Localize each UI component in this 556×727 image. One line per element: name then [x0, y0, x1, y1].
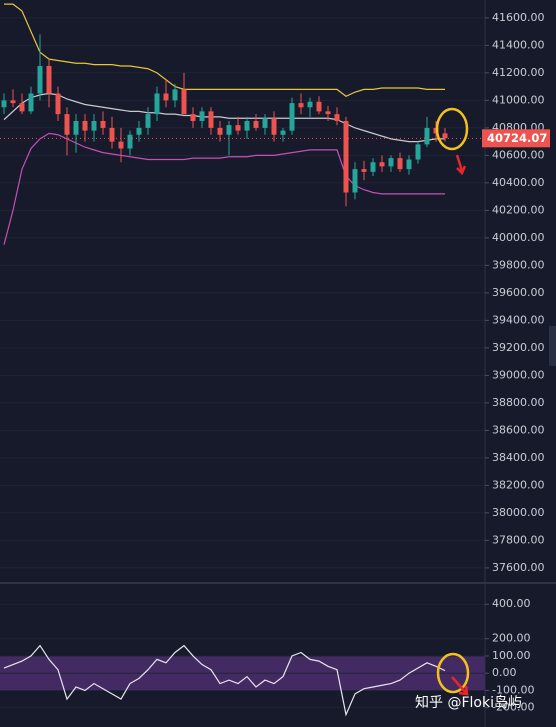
y-tick-label: 37600.00 — [492, 561, 545, 574]
y-tick-label: 37800.00 — [492, 533, 545, 546]
candle-body — [118, 141, 124, 149]
candle-body — [10, 100, 16, 104]
y-tick-label: 41600.00 — [492, 11, 545, 24]
candle-body — [199, 111, 205, 121]
y-tick-label: 41400.00 — [492, 38, 545, 51]
candle-body — [136, 127, 142, 135]
marks — [0, 3, 485, 717]
last-price-tag — [482, 129, 550, 148]
candle-body — [244, 121, 250, 131]
candle-body — [91, 121, 97, 131]
candle-body — [334, 114, 340, 121]
highlight-circle — [436, 652, 470, 694]
line — [3, 132, 445, 245]
y-tick-label: 38800.00 — [492, 396, 545, 409]
candle-body — [154, 93, 160, 115]
y-tick-label: 38400.00 — [492, 451, 545, 464]
y-tick-label: 200.00 — [492, 632, 531, 645]
candle-body — [37, 66, 43, 94]
y-tick-label: 39800.00 — [492, 258, 545, 271]
candle-body — [145, 114, 151, 128]
candle-body — [352, 169, 358, 193]
candle-body — [307, 101, 313, 108]
candle-body — [226, 125, 232, 135]
arrow — [451, 676, 469, 696]
y-tick-label: 41200.00 — [492, 66, 545, 79]
candle-body — [172, 89, 178, 101]
candle-body — [271, 118, 277, 135]
candle-body — [379, 162, 385, 167]
candle-body — [100, 121, 106, 128]
candle-body — [208, 111, 214, 128]
candle-body — [109, 127, 115, 142]
y-tick-label: -100.00 — [492, 683, 534, 696]
candle-body — [370, 162, 376, 172]
candle-body — [190, 114, 196, 121]
candle-body — [64, 114, 70, 135]
y-tick-label: 400.00 — [492, 597, 531, 610]
candle-body — [343, 121, 349, 193]
candle-body — [361, 169, 367, 172]
y-tick-label: 40000.00 — [492, 231, 545, 244]
y-tick-label: -200.00 — [492, 701, 534, 714]
candle-body — [388, 158, 394, 167]
arrow — [455, 154, 467, 176]
y-tick-label: 39000.00 — [492, 368, 545, 381]
highlight-circle — [435, 107, 469, 151]
line — [3, 644, 446, 717]
watermark: 知乎 @Floki岛屿 — [415, 694, 522, 711]
y-tick-label: 39200.00 — [492, 341, 545, 354]
y-tick-label: 40200.00 — [492, 203, 545, 216]
candle-body — [325, 111, 331, 115]
candle-body — [127, 134, 133, 149]
candle-body — [1, 100, 7, 108]
y-tick-label: 38600.00 — [492, 423, 545, 436]
side-tab — [549, 326, 556, 366]
candle-body — [442, 133, 448, 139]
candle-body — [19, 103, 25, 112]
candle-body — [406, 159, 412, 170]
y-tick-label: 38200.00 — [492, 478, 545, 491]
grid — [0, 17, 485, 709]
line — [3, 92, 445, 143]
y-tick-label: 39400.00 — [492, 313, 545, 326]
candle-body — [253, 121, 259, 128]
candle-body — [73, 121, 79, 135]
candle-body — [163, 93, 169, 101]
last-price-label: 40724.07 — [487, 131, 547, 145]
y-tick-label: 100.00 — [492, 649, 531, 662]
candle-body — [217, 127, 223, 135]
candle-body — [298, 103, 304, 108]
y-tick-label: 40400.00 — [492, 176, 545, 189]
candle-body — [415, 144, 421, 160]
candle-body — [289, 103, 295, 131]
candle-body — [55, 93, 61, 115]
y-tick-label: 39600.00 — [492, 286, 545, 299]
axis: 37600.00 37800.00 38000.00 38200.00 38400.00… — [482, 11, 550, 714]
line — [4, 3, 445, 97]
candle-body — [46, 66, 52, 94]
y-tick-label: 0.00 — [492, 666, 517, 679]
candle-body — [280, 130, 286, 135]
candle-body — [424, 127, 430, 145]
candle-body — [82, 121, 88, 131]
candle-body — [397, 158, 403, 170]
candle-body — [181, 89, 187, 115]
candle-body — [28, 93, 34, 112]
candle-body — [235, 125, 241, 131]
y-tick-label: 41000.00 — [492, 93, 545, 106]
y-tick-label: 38000.00 — [492, 506, 545, 519]
candle-body — [316, 101, 322, 112]
y-tick-label: 40600.00 — [492, 148, 545, 161]
candle-body — [262, 118, 268, 128]
